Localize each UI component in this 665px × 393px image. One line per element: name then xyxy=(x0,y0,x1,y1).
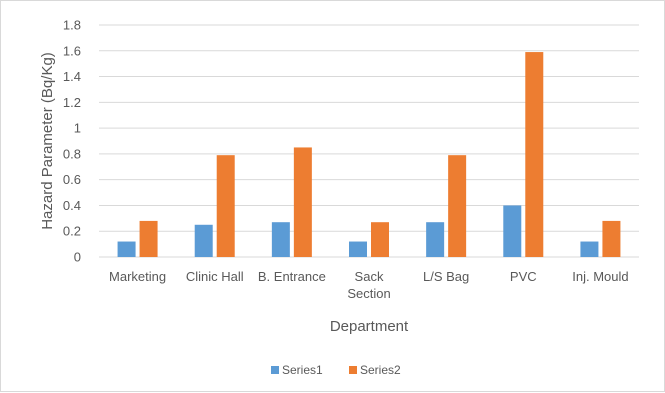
y-tick-label: 0.2 xyxy=(63,224,81,239)
legend-label-series2: Series2 xyxy=(360,363,401,377)
y-tick-label: 0.4 xyxy=(63,198,81,213)
bars xyxy=(117,52,621,257)
legend-label-series1: Series1 xyxy=(282,363,323,377)
x-tick-label: L/S Bag xyxy=(423,269,469,284)
bar-series2-0 xyxy=(139,220,158,257)
legend-swatch-series1 xyxy=(271,366,279,374)
y-tick-label: 1 xyxy=(74,121,81,136)
x-tick-label: PVC xyxy=(510,269,537,284)
x-tick-label: B. Entrance xyxy=(258,269,326,284)
legend-swatch-series2 xyxy=(349,366,357,374)
x-tick-label: Inj. Mould xyxy=(572,269,628,284)
bar-series1-4 xyxy=(426,222,445,257)
x-tick-label: Marketing xyxy=(109,269,166,284)
y-tick-label: 1.6 xyxy=(63,43,81,58)
bar-series2-5 xyxy=(525,52,544,257)
bar-series1-3 xyxy=(349,241,367,257)
y-tick-label: 1.8 xyxy=(63,18,81,33)
bar-series2-6 xyxy=(602,220,621,257)
x-tick-label: Section xyxy=(347,286,390,301)
x-tick-label: Clinic Hall xyxy=(186,269,244,284)
y-tick-labels: 0 0.2 0.4 0.6 0.8 1 1.2 1.4 1.6 1.8 xyxy=(63,18,81,265)
bar-series2-4 xyxy=(448,155,467,257)
bar-series2-1 xyxy=(216,155,235,257)
bar-series1-2 xyxy=(271,222,290,257)
bar-series2-2 xyxy=(293,147,312,257)
x-axis-title: Department xyxy=(330,318,409,335)
bar-series2-3 xyxy=(371,222,389,257)
x-tick-labels: Marketing Clinic Hall B. Entrance Sack Secti… xyxy=(109,269,629,301)
bar-series1-0 xyxy=(117,241,136,257)
bar-series1-5 xyxy=(503,205,522,257)
y-axis-title: Hazard Parameter (Bq/Kg) xyxy=(39,52,56,230)
y-tick-label: 0.8 xyxy=(63,146,81,161)
x-tick-label: Sack xyxy=(355,269,384,284)
bar-series1-6 xyxy=(580,241,599,257)
bar-series1-1 xyxy=(194,224,213,257)
y-tick-label: 1.2 xyxy=(63,95,81,110)
legend: Series1 Series2 xyxy=(271,363,401,377)
y-tick-label: 0.6 xyxy=(63,172,81,187)
y-tick-label: 0 xyxy=(74,250,81,265)
y-tick-label: 1.4 xyxy=(63,69,81,84)
gridlines xyxy=(99,24,639,258)
